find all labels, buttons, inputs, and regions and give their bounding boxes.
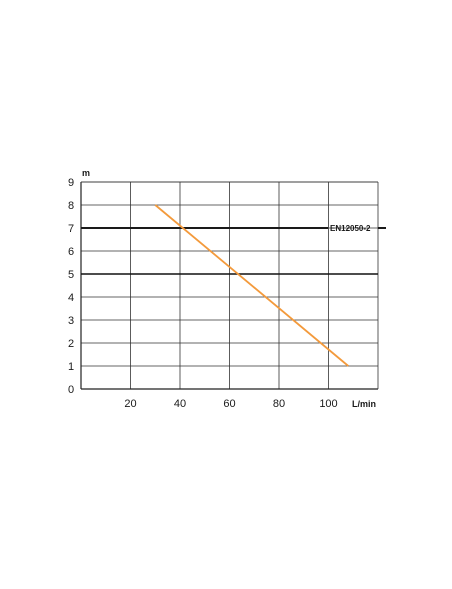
tick-labels: 0 1 2 3 4 5 6 7 8 9 20 40 60 80 100 xyxy=(68,177,338,410)
x-tick-label-20: 20 xyxy=(124,398,136,410)
y-tick-label-9: 9 xyxy=(68,177,74,189)
grid-layer xyxy=(80,181,379,390)
y-tick-label-2: 2 xyxy=(68,338,74,350)
x-unit-label: L/min xyxy=(352,399,376,409)
x-tick-label-100: 100 xyxy=(319,398,337,410)
series-line-0 xyxy=(154,204,349,367)
y-tick-label-7: 7 xyxy=(68,223,74,235)
series-layer xyxy=(154,204,349,367)
y-tick-label-4: 4 xyxy=(68,292,74,304)
reference-lines: EN12050-2 xyxy=(81,224,386,233)
y-tick-label-6: 6 xyxy=(68,246,74,258)
y-tick-label-5: 5 xyxy=(68,269,74,281)
y-unit-label: m xyxy=(82,168,90,178)
reference-line-label-0: EN12050-2 xyxy=(330,224,371,233)
x-tick-label-80: 80 xyxy=(273,398,285,410)
y-tick-label-1: 1 xyxy=(68,361,74,373)
y-tick-label-0: 0 xyxy=(68,384,74,396)
y-tick-label-8: 8 xyxy=(68,200,74,212)
x-tick-label-40: 40 xyxy=(174,398,186,410)
x-tick-label-60: 60 xyxy=(223,398,235,410)
y-tick-label-3: 3 xyxy=(68,315,74,327)
